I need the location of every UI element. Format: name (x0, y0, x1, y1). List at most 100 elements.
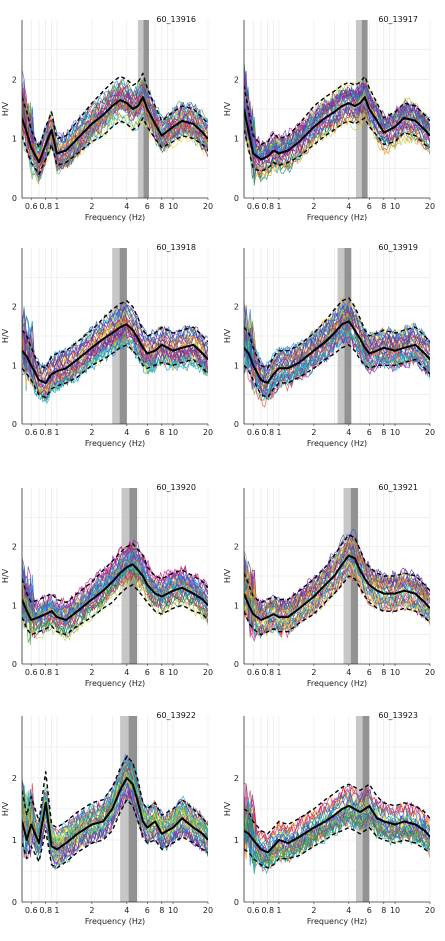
mean-hv-curve (244, 804, 430, 854)
window-curve (22, 562, 208, 645)
window-curve (22, 304, 208, 376)
x-tick-label: 4 (346, 428, 351, 437)
x-tick-label: 10 (390, 668, 400, 677)
window-curve (22, 542, 208, 624)
window-curve (244, 315, 430, 387)
std-hv-curve (22, 300, 208, 369)
window-curve (22, 94, 208, 170)
x-tick-label: 20 (425, 668, 435, 677)
x-tick-label: 0.8 (261, 428, 274, 437)
window-curve (244, 70, 430, 155)
x-tick-label: 20 (425, 428, 435, 437)
x-tick-label: 10 (168, 668, 178, 677)
x-tick-label: 8 (159, 906, 164, 915)
window-curve (22, 78, 208, 151)
x-axis-label: Frequency (Hz) (307, 679, 367, 688)
x-tick-label: 10 (168, 202, 178, 211)
x-tick-label: 4 (124, 428, 129, 437)
y-tick-label: 0 (12, 420, 17, 429)
mean-hv-curve (244, 96, 430, 161)
window-curve (22, 550, 208, 620)
peak-frequency-band-light (120, 716, 129, 902)
y-tick-label: 1 (12, 361, 17, 370)
window-curves (244, 528, 430, 642)
x-tick-label: 6 (367, 428, 372, 437)
std-hv-curve (22, 344, 208, 399)
window-curve (244, 324, 430, 398)
x-tick-label: 8 (381, 428, 386, 437)
x-tick-label: 4 (124, 668, 129, 677)
y-axis-label: H/V (223, 568, 232, 583)
window-curve (22, 325, 208, 399)
window-curve (244, 549, 430, 623)
x-tick-label: 2 (89, 668, 94, 677)
std-hv-curve (22, 755, 208, 829)
x-tick-label: 10 (390, 428, 400, 437)
x-tick-label: 10 (390, 906, 400, 915)
y-tick-label: 2 (12, 543, 17, 552)
window-curve (244, 784, 430, 848)
x-tick-label: 10 (168, 906, 178, 915)
y-tick-label: 0 (234, 194, 239, 203)
y-axis-label: H/V (1, 328, 10, 343)
y-axis-label: H/V (223, 801, 232, 816)
mean-hv-curve (244, 554, 430, 621)
y-tick-label: 2 (234, 75, 239, 84)
window-curve (22, 306, 208, 375)
y-tick-label: 0 (234, 420, 239, 429)
window-curve (244, 538, 430, 622)
x-tick-label: 8 (159, 668, 164, 677)
std-hv-curve (244, 783, 430, 835)
panel-title: 60_13923 (378, 711, 418, 720)
x-axis-label: Frequency (Hz) (85, 213, 145, 222)
x-axis-label: Frequency (Hz) (85, 679, 145, 688)
y-tick-label: 2 (12, 303, 17, 312)
x-tick-label: 8 (159, 202, 164, 211)
x-axis-label: Frequency (Hz) (85, 917, 145, 926)
window-curve (244, 539, 430, 615)
x-tick-label: 0.8 (39, 906, 52, 915)
x-tick-label: 1 (276, 428, 281, 437)
x-tick-label: 4 (346, 906, 351, 915)
y-tick-label: 2 (234, 543, 239, 552)
x-axis-label: Frequency (Hz) (307, 917, 367, 926)
x-tick-label: 20 (425, 906, 435, 915)
y-tick-label: 0 (234, 660, 239, 669)
y-tick-label: 1 (234, 836, 239, 845)
window-curve (22, 560, 208, 625)
mean-hv-curve (22, 777, 208, 851)
y-axis-label: H/V (223, 101, 232, 116)
x-tick-label: 8 (159, 428, 164, 437)
y-tick-label: 1 (12, 135, 17, 144)
window-curve (244, 89, 430, 186)
x-tick-label: 0.6 (25, 668, 38, 677)
y-tick-label: 2 (234, 303, 239, 312)
x-tick-label: 0.6 (247, 906, 260, 915)
x-tick-label: 1 (54, 668, 59, 677)
window-curves (22, 539, 208, 645)
x-tick-label: 20 (203, 202, 213, 211)
window-curve (244, 786, 430, 843)
y-tick-label: 1 (234, 601, 239, 610)
window-curve (244, 807, 430, 859)
y-tick-label: 1 (12, 836, 17, 845)
window-curve (244, 301, 430, 375)
y-axis-label: H/V (1, 101, 10, 116)
y-tick-label: 2 (12, 774, 17, 783)
std-hv-curve (244, 534, 430, 604)
x-tick-label: 8 (381, 202, 386, 211)
x-tick-label: 8 (381, 906, 386, 915)
window-curve (22, 332, 208, 405)
window-curve (22, 339, 208, 402)
window-curve (244, 298, 430, 377)
window-curve (244, 66, 430, 158)
x-tick-label: 2 (311, 428, 316, 437)
std-hv-curve (22, 799, 208, 869)
